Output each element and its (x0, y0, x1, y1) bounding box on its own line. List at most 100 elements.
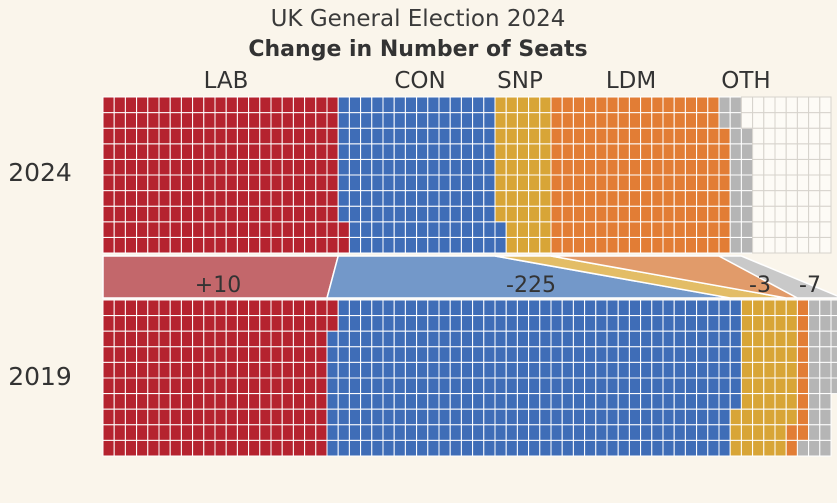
seat-2019-lab (315, 408, 328, 426)
seat-2019-con (606, 377, 619, 395)
seat-2024-lab (248, 127, 261, 145)
seat-2019-con (684, 330, 698, 348)
seat-2019-con (572, 439, 586, 457)
seat-2024-lab (315, 96, 328, 114)
seat-2024-lab (147, 158, 160, 176)
seat-2019-lab (225, 408, 238, 426)
seat-2024-con (360, 96, 373, 114)
seat-2024-lab (158, 205, 171, 223)
seat-2024-lab (102, 221, 115, 238)
seat-2024-lab (180, 236, 194, 254)
seat-2024-con (494, 236, 507, 254)
seat-2024-lab (124, 205, 138, 223)
seat-2024-lab (102, 158, 115, 176)
seat-2024-lab (192, 158, 205, 176)
seat-2019-lab (315, 299, 328, 317)
seat-2024-lab (259, 236, 272, 254)
seat-2024-empty (819, 143, 832, 160)
seat-2024-con (472, 205, 485, 223)
seat-2024-lab (236, 236, 250, 254)
seat-2024-con (337, 190, 350, 207)
seat-2024-con (393, 158, 406, 176)
seat-2019-snp (740, 361, 754, 379)
seat-2019-lab (225, 393, 238, 410)
seat-2019-con (595, 393, 608, 410)
seat-2019-snp (774, 424, 787, 441)
seat-2019-lab (124, 377, 138, 395)
seat-2024-lab (315, 158, 328, 176)
seat-2019-con (628, 393, 642, 410)
seat-2019-lab (192, 408, 205, 426)
seat-2019-lab (304, 377, 317, 395)
seat-2019-con (628, 315, 642, 332)
seat-2024-ldm (572, 221, 586, 238)
seat-2019-con (572, 330, 586, 348)
seat-2024-con (393, 143, 406, 160)
seat-2019-lab (236, 346, 250, 363)
seat-2019-lab (259, 330, 272, 348)
seat-2024-empty (752, 190, 765, 207)
seat-2019-snp (774, 330, 787, 348)
seat-2019-con (651, 424, 664, 441)
seat-2019-lab (214, 393, 227, 410)
seat-2019-con (427, 439, 440, 457)
seat-2019-lab (270, 439, 283, 457)
seat-2024-ldm (584, 190, 597, 207)
seat-2024-con (382, 205, 395, 223)
seat-2024-ldm (707, 236, 720, 254)
seat-2024-lab (248, 112, 261, 129)
seat-2019-lab (113, 377, 126, 395)
seat-2019-con (326, 424, 339, 441)
seat-2024-empty (752, 112, 765, 129)
seat-2019-con (539, 361, 552, 379)
seat-2019-con (449, 424, 462, 441)
seat-2019-lab (203, 361, 216, 379)
seat-2024-con (382, 127, 395, 145)
seat-2019-lab (102, 315, 115, 332)
seat-2024-lab (270, 205, 283, 223)
seat-2019-con (651, 439, 664, 457)
seat-2019-con (617, 346, 630, 363)
seat-2024-ldm (572, 190, 586, 207)
seat-2019-con (617, 299, 630, 317)
seat-2019-lab (113, 424, 126, 441)
seat-2019-lab (270, 393, 283, 410)
seat-2024-con (337, 127, 350, 145)
seat-2019-con (472, 315, 485, 332)
seat-2019-con (438, 393, 451, 410)
seat-2019-con (528, 346, 541, 363)
seat-2019-con (337, 439, 350, 457)
seat-2019-con (617, 424, 630, 441)
seat-2024-lab (292, 158, 306, 176)
seat-2024-empty (752, 221, 765, 238)
seat-2019-lab (270, 424, 283, 441)
seat-2024-con (483, 143, 496, 160)
seat-2019-lab (225, 377, 238, 395)
seat-2024-lab (124, 158, 138, 176)
seat-2019-con (673, 408, 686, 426)
waffle-2019 (102, 299, 837, 457)
seat-2019-con (651, 315, 664, 332)
seat-2019-lab (113, 299, 126, 317)
seat-2019-con (472, 346, 485, 363)
seat-2024-con (371, 112, 384, 129)
seat-2019-lab (136, 361, 149, 379)
seat-2019-con (684, 424, 698, 441)
seat-2024-con (427, 221, 440, 238)
seat-2024-con (416, 158, 429, 176)
seat-2024-empty (785, 174, 798, 192)
seat-2024-snp (539, 174, 552, 192)
seat-2019-con (617, 393, 630, 410)
seat-2019-snp (774, 393, 787, 410)
seat-2019-lab (281, 424, 294, 441)
seat-2019-con (382, 346, 395, 363)
seat-2019-con (528, 439, 541, 457)
seat-2024-con (438, 190, 451, 207)
seat-2019-snp (740, 315, 754, 332)
seat-2019-lab (113, 439, 126, 457)
seat-2019-con (416, 299, 429, 317)
seat-2024-lab (102, 143, 115, 160)
seat-2019-con (494, 299, 507, 317)
seat-2024-oth (729, 127, 742, 145)
seat-2019-lab (270, 330, 283, 348)
